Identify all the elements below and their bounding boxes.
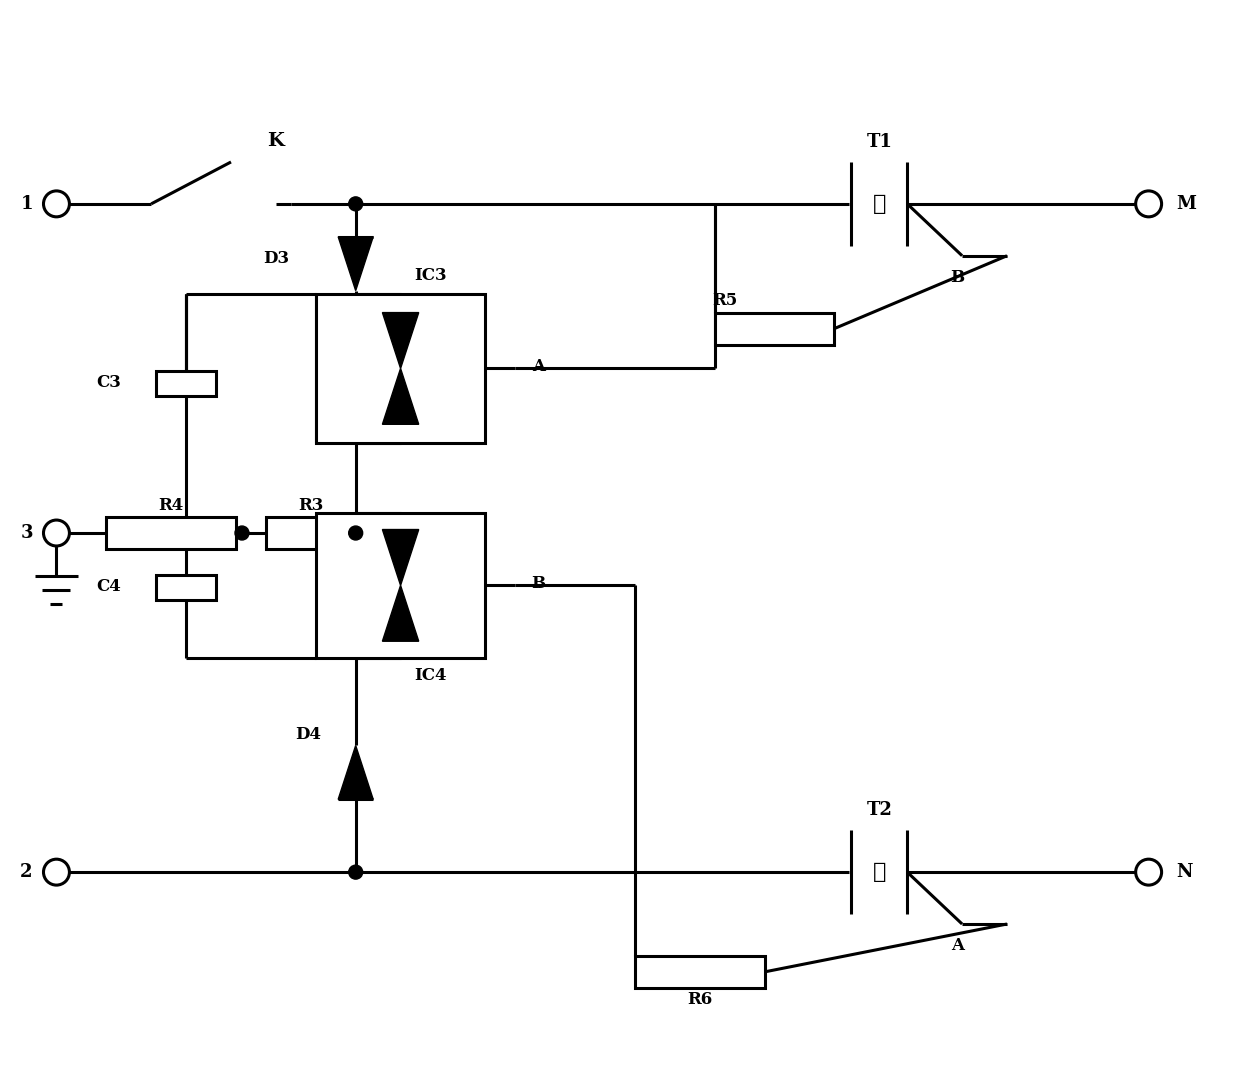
Text: 双: 双: [873, 193, 887, 215]
Text: D3: D3: [263, 250, 289, 267]
Text: T1: T1: [867, 133, 893, 151]
Text: B: B: [531, 575, 546, 592]
Text: D4: D4: [295, 725, 321, 743]
Bar: [714, 313, 835, 345]
Circle shape: [348, 866, 362, 880]
Text: T2: T2: [867, 801, 893, 819]
Text: C4: C4: [97, 579, 122, 595]
Polygon shape: [382, 313, 419, 369]
Text: K: K: [268, 132, 284, 150]
Polygon shape: [339, 746, 373, 799]
Bar: [156, 576, 216, 600]
Bar: [265, 517, 356, 549]
Text: R5: R5: [712, 292, 738, 309]
Text: M: M: [1177, 195, 1197, 212]
Circle shape: [236, 526, 249, 540]
Text: R4: R4: [159, 497, 184, 513]
Text: B: B: [950, 270, 965, 286]
Text: R6: R6: [687, 992, 713, 1008]
Text: IC3: IC3: [414, 267, 446, 285]
Polygon shape: [382, 585, 419, 641]
Polygon shape: [382, 529, 419, 585]
Text: C3: C3: [97, 374, 122, 391]
Text: R3: R3: [298, 497, 324, 513]
Bar: [107, 517, 236, 549]
Circle shape: [348, 526, 362, 540]
Text: A: A: [532, 358, 544, 375]
Text: 3: 3: [20, 524, 32, 542]
Bar: [156, 371, 216, 396]
Text: 1: 1: [20, 195, 32, 212]
Polygon shape: [382, 369, 419, 425]
Text: IC4: IC4: [414, 667, 446, 685]
Text: 双: 双: [873, 861, 887, 883]
Bar: [635, 956, 765, 987]
Bar: [316, 293, 485, 443]
Text: 2: 2: [20, 863, 32, 881]
Bar: [316, 513, 485, 658]
Text: N: N: [1177, 863, 1193, 881]
Polygon shape: [339, 237, 373, 291]
Text: A: A: [951, 938, 963, 954]
Circle shape: [348, 197, 362, 211]
